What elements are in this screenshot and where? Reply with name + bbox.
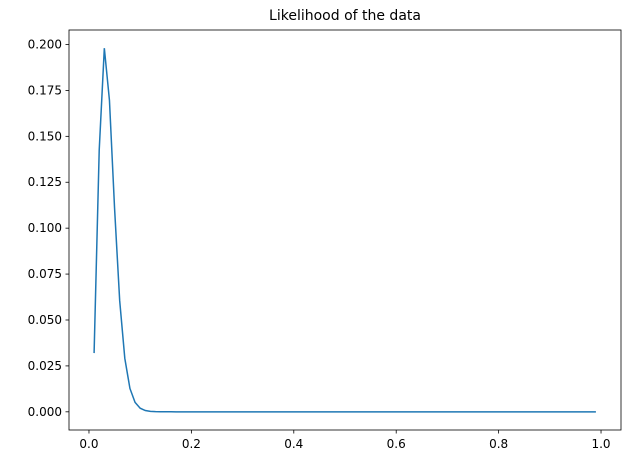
y-tick-label: 0.075 <box>28 267 62 281</box>
y-tick-label: 0.200 <box>28 38 62 52</box>
data-line <box>93 48 596 413</box>
y-tick-label: 0.050 <box>28 313 62 327</box>
y-tick-label: 0.100 <box>28 221 62 235</box>
chart-title: Likelihood of the data <box>269 8 421 24</box>
x-tick-label: 0.6 <box>387 437 406 451</box>
y-tick-label: 0.025 <box>28 359 62 373</box>
x-tick-label: 1.0 <box>591 437 610 451</box>
x-tick-label: 0.8 <box>489 437 508 451</box>
x-tick-label: 0.0 <box>79 437 98 451</box>
y-tick-label: 0.150 <box>28 129 62 143</box>
y-tick-label: 0.125 <box>28 175 62 189</box>
plot-frame <box>68 29 622 431</box>
y-tick-label: 0.000 <box>28 405 62 419</box>
x-tick-label: 0.4 <box>284 437 303 451</box>
y-tick-label: 0.175 <box>28 83 62 97</box>
x-tick-label: 0.2 <box>182 437 201 451</box>
